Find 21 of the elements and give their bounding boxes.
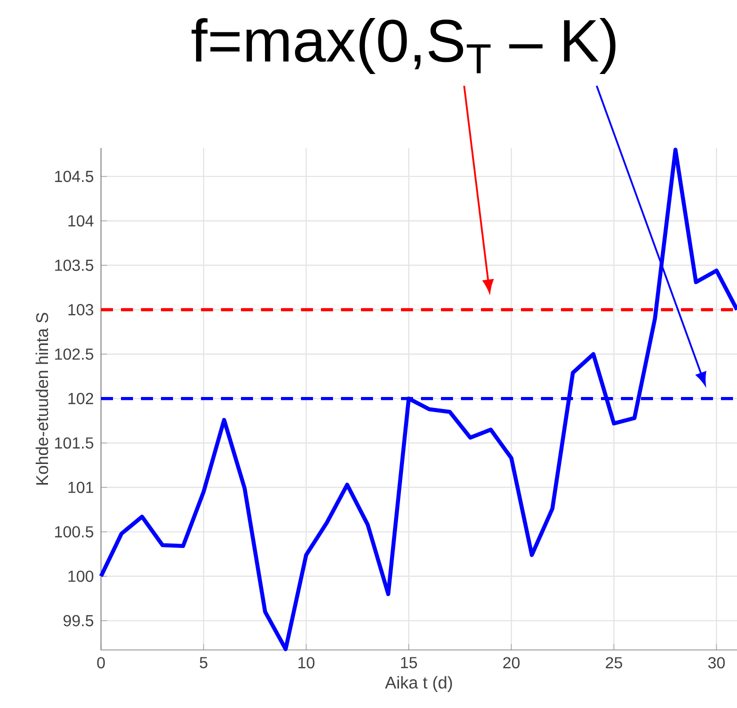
x-tick-label: 20 <box>503 657 520 668</box>
x-tick-label: 30 <box>708 657 725 668</box>
chart-title: f=max(0,S$_{T}$ – K) <box>192 18 616 74</box>
y-tick-label: 102.5 <box>55 348 94 360</box>
y-tick-label: 102 <box>68 392 94 404</box>
y-tick-label: 100.5 <box>55 526 94 538</box>
y-tick-label: 103 <box>68 304 94 316</box>
y-tick-label: 101.5 <box>55 437 94 449</box>
x-axis-title: Aika t (d) <box>385 676 452 692</box>
y-tick-label: 104 <box>68 215 94 227</box>
y-tick-label: 99.5 <box>64 615 94 626</box>
x-tick-label: 15 <box>401 657 417 668</box>
y-axis-title: Kohde-etuuden hinta S <box>36 312 48 485</box>
y-tick-label: 104.5 <box>55 170 94 182</box>
y-tick-label: 101 <box>68 482 94 494</box>
x-tick-label: 25 <box>606 657 622 668</box>
x-tick-label: 10 <box>298 657 314 668</box>
x-tick-label: 0 <box>97 657 105 668</box>
x-tick-label: 5 <box>200 657 208 668</box>
y-tick-label: 100 <box>68 570 94 582</box>
y-tick-label: 103.5 <box>55 260 94 271</box>
